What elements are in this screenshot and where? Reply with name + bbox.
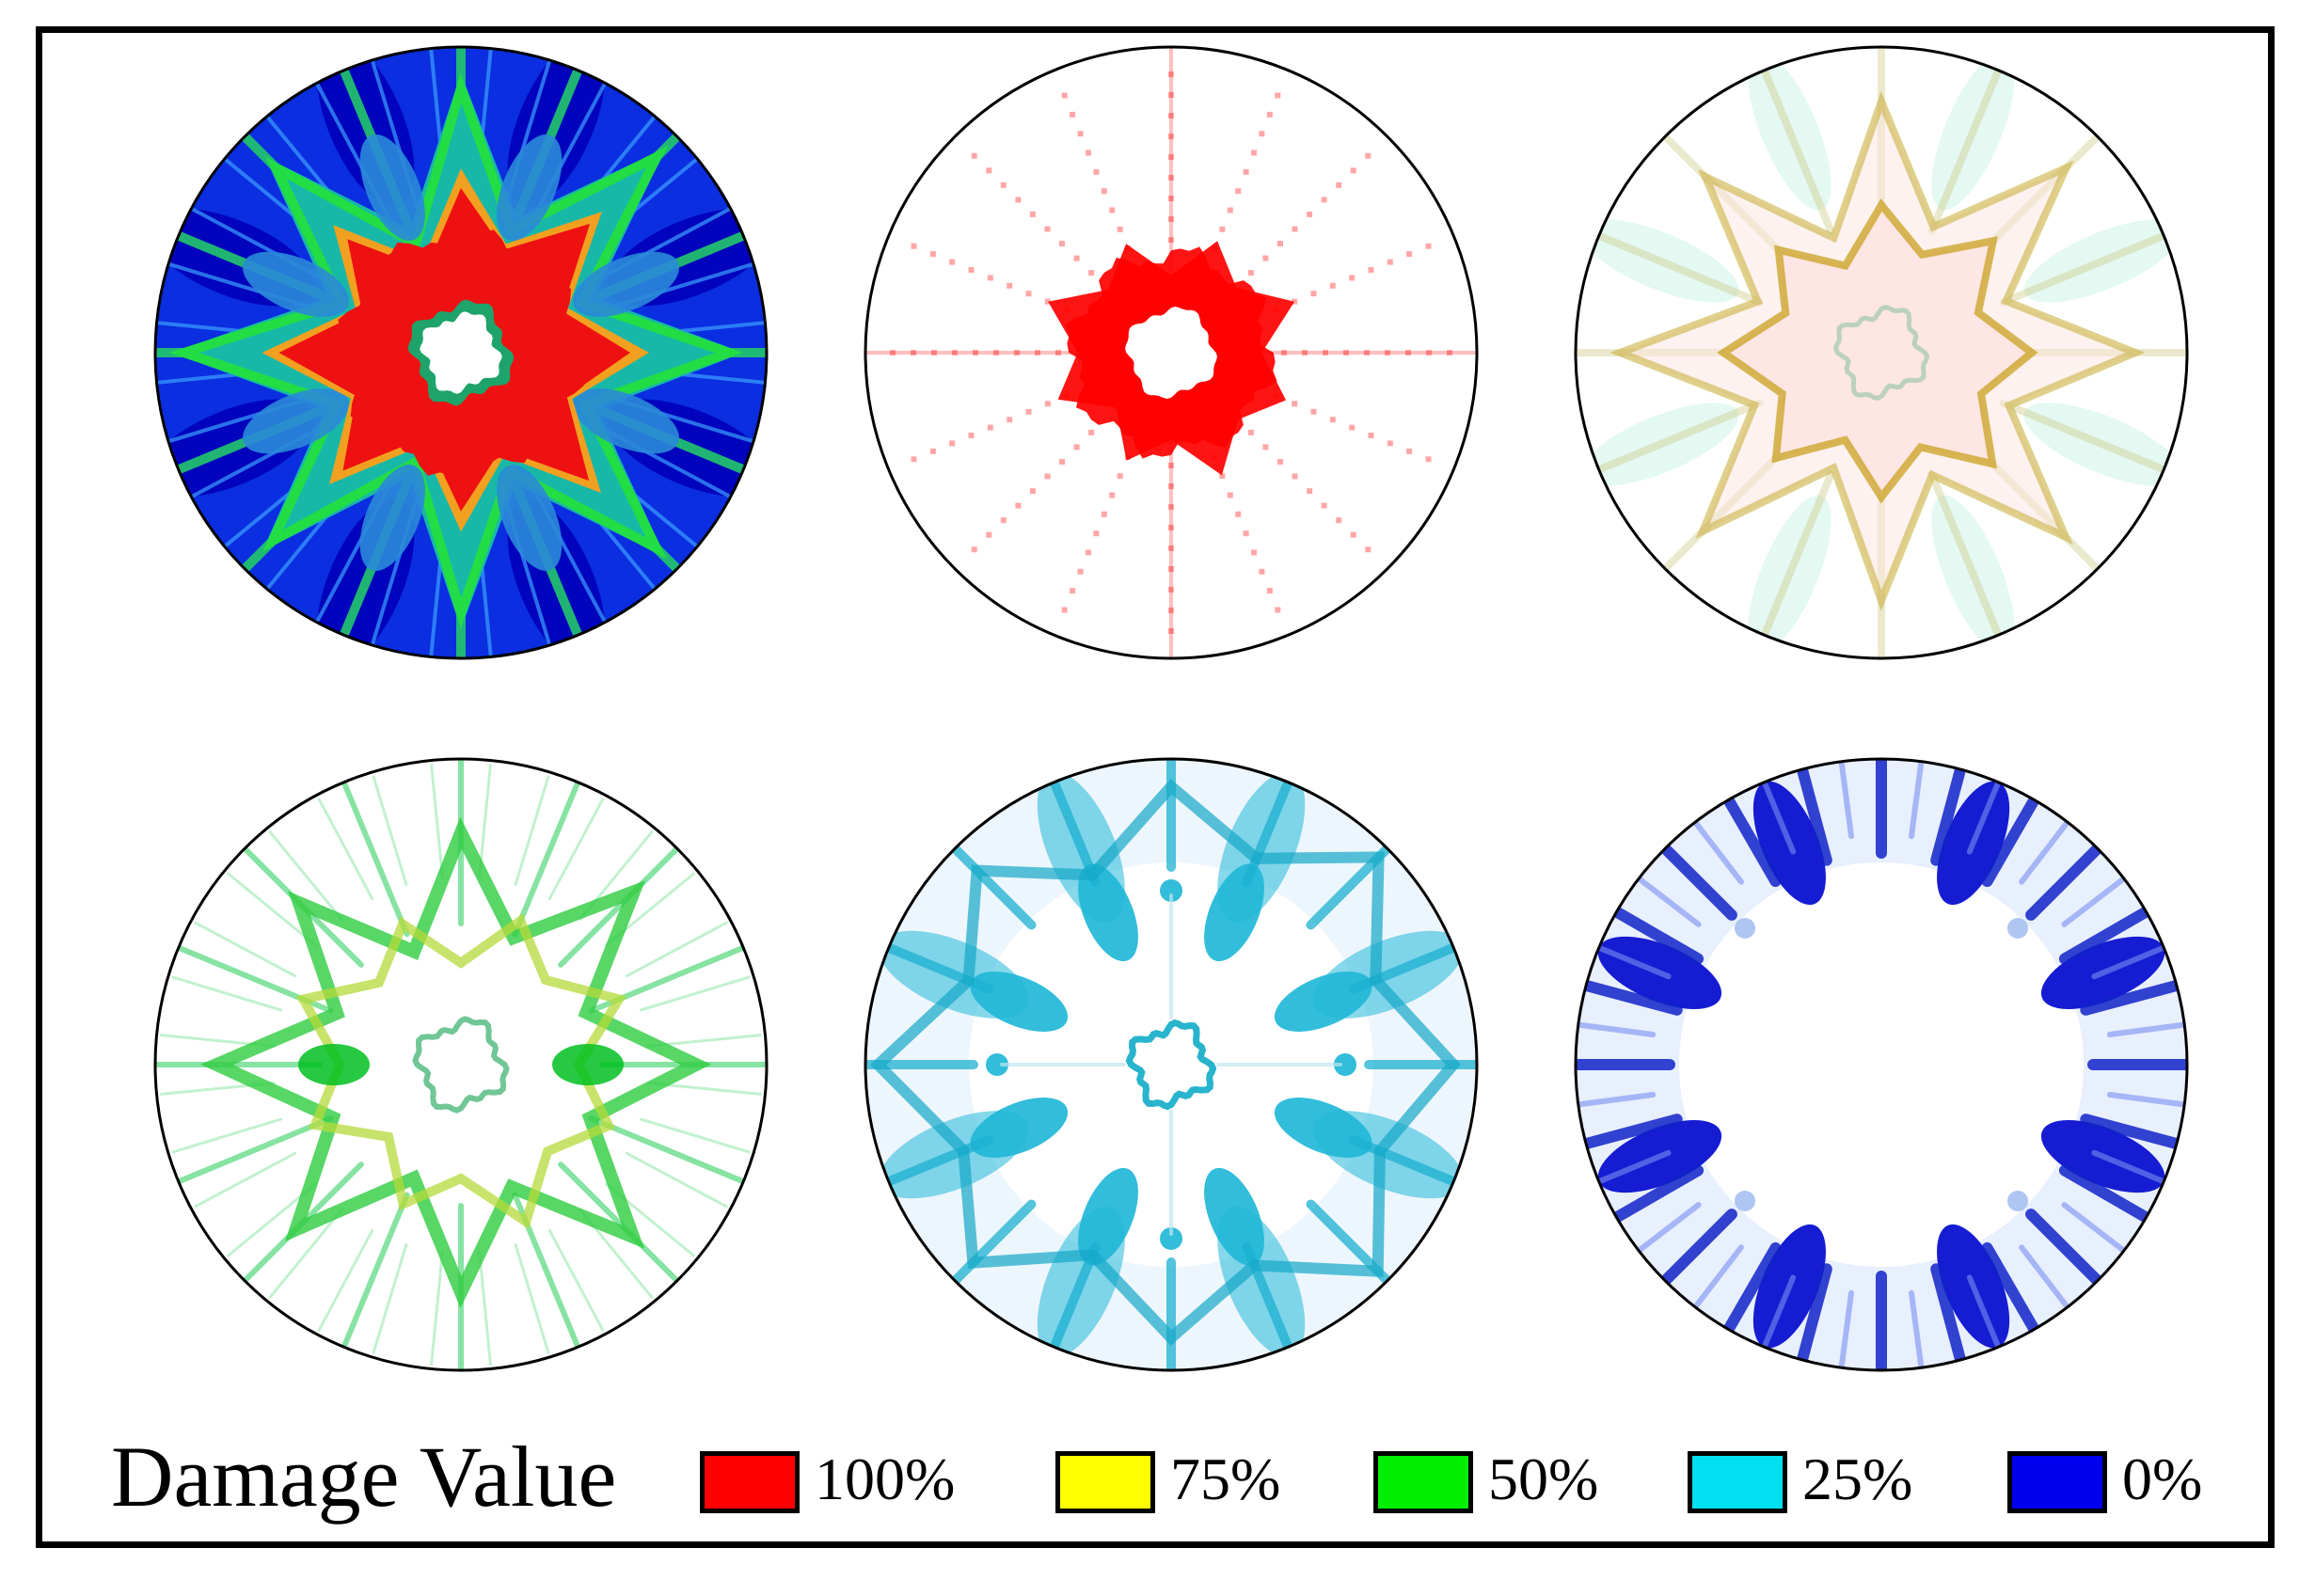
- disc-outline: [864, 45, 1479, 660]
- legend-label-75: 75%: [1170, 1446, 1281, 1512]
- legend-swatch-0: [2007, 1451, 2107, 1513]
- legend-swatch-25: [1688, 1451, 1787, 1513]
- disc-outline: [153, 45, 769, 660]
- legend-swatch-50: [1373, 1451, 1473, 1513]
- disc-outline: [1574, 45, 2189, 660]
- disc-outline: [1574, 757, 2189, 1372]
- legend-label-0: 0%: [2122, 1446, 2203, 1512]
- disc-outline: [153, 757, 769, 1372]
- legend-swatch-100: [700, 1451, 800, 1513]
- legend-title: Damage Value: [111, 1429, 617, 1525]
- damage-map-level-0: [1574, 757, 2189, 1372]
- disc-outline: [864, 757, 1479, 1372]
- damage-map-all-levels: [153, 45, 769, 660]
- legend-label-100: 100%: [815, 1446, 956, 1512]
- legend-label-25: 25%: [1802, 1446, 1913, 1512]
- damage-map-level-25: [864, 757, 1479, 1372]
- legend-label-50: 50%: [1488, 1446, 1599, 1512]
- damage-map-level-100: [864, 45, 1479, 660]
- legend: Damage Value 100% 75% 50% 25% 0%: [111, 1425, 2256, 1528]
- damage-map-level-50: [153, 757, 769, 1372]
- damage-map-level-75: [1574, 45, 2189, 660]
- legend-swatch-75: [1055, 1451, 1155, 1513]
